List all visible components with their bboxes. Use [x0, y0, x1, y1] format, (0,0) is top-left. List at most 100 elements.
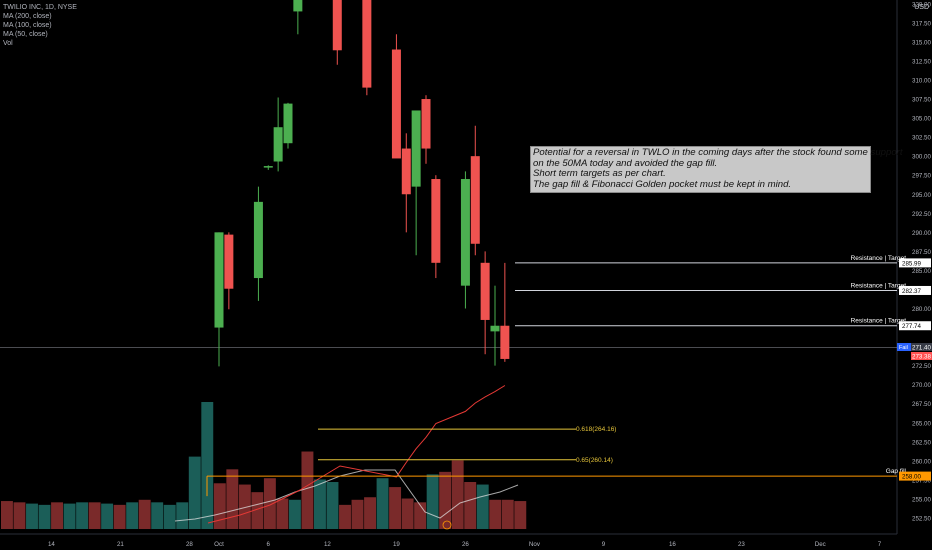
- volume-bar: [51, 502, 63, 529]
- y-tick-label: 305.00: [912, 116, 931, 123]
- x-tick-label: 19: [393, 541, 400, 548]
- volume-bar: [163, 504, 176, 529]
- price-tag-label: 277.74: [902, 323, 921, 330]
- candle-body: [401, 148, 411, 195]
- y-tick-label: 270.00: [912, 382, 931, 389]
- ma50-line: [207, 385, 506, 524]
- x-tick-label: Nov: [529, 541, 541, 548]
- price-tag-label: 282.37: [902, 288, 921, 295]
- candle-body: [273, 127, 283, 162]
- legend-ma200: MA (200, close): [3, 13, 52, 20]
- volume-bar: [439, 471, 452, 529]
- volume-bar: [151, 502, 164, 529]
- candle-body: [362, 0, 372, 88]
- price-tag-bg: [899, 285, 931, 295]
- y-tick-label: 310.00: [912, 77, 931, 84]
- y-tick-label: 267.50: [912, 401, 931, 408]
- y-tick-label: 315.00: [912, 39, 931, 46]
- candle-body: [470, 156, 480, 244]
- candle-body: [421, 99, 431, 149]
- volume-bar: [1, 501, 13, 529]
- y-tick-label: 287.50: [912, 249, 931, 256]
- candle-body: [431, 179, 441, 263]
- y-tick-label: 292.50: [912, 211, 931, 218]
- x-tick-label: Dec: [815, 541, 826, 548]
- volume-bar: [314, 479, 326, 529]
- volume-bar: [13, 502, 26, 529]
- candle-body: [500, 325, 510, 359]
- volume-bar: [126, 502, 139, 529]
- x-tick-label: 16: [669, 541, 676, 548]
- volume-bar: [514, 501, 527, 529]
- resistance-label: Resistance | Target: [851, 318, 907, 325]
- x-tick-label: 6: [267, 541, 271, 548]
- y-tick-label: 300.00: [912, 154, 931, 161]
- fib-label: 0.618(264.16): [576, 426, 616, 433]
- fib-label: 0.65(260.14): [576, 457, 613, 464]
- price-tag-bg: [899, 321, 931, 331]
- x-tick-label: 7: [878, 541, 882, 548]
- note-line: Short term targets as per chart.: [533, 168, 666, 180]
- y-tick-label: 302.50: [912, 135, 931, 142]
- volume-bar: [476, 484, 489, 529]
- x-tick-label: 12: [324, 541, 331, 548]
- candle-body: [283, 103, 293, 144]
- y-tick-label: 317.50: [912, 20, 931, 27]
- y-tick-label: 320.00: [912, 1, 931, 8]
- x-tick-label: 14: [48, 541, 55, 548]
- volume-bar: [351, 499, 364, 529]
- volume-bar: [88, 502, 101, 529]
- y-tick-label: 280.00: [912, 306, 931, 313]
- y-tick-label: 312.50: [912, 58, 931, 65]
- volume-bar: [376, 478, 389, 529]
- last-price-label: 273.38: [912, 354, 931, 361]
- price-tag-bg: [899, 258, 931, 268]
- analysis-note[interactable]: Potential for a reversal in TWLO in the …: [530, 146, 903, 194]
- x-tick-label: 23: [738, 541, 745, 548]
- y-tick-label: 252.50: [912, 516, 931, 523]
- x-tick-label: 21: [117, 541, 124, 548]
- candle-body: [253, 201, 263, 279]
- symbol-value-bg: [911, 343, 932, 351]
- y-tick-label: 257.50: [912, 477, 931, 484]
- volume-bar: [489, 499, 502, 529]
- x-tick-label: Oct: [214, 541, 224, 548]
- candle-body: [224, 234, 234, 289]
- volume-bar: [238, 484, 251, 529]
- volume-bar: [63, 503, 76, 529]
- note-line: The gap fill & Fibonacci Golden pocket m…: [533, 178, 792, 190]
- volume-bar: [113, 504, 126, 529]
- volume-bar: [339, 504, 351, 529]
- resistance-label: Resistance | Target: [851, 255, 907, 262]
- y-tick-label: 265.00: [912, 420, 931, 427]
- legend-ma50: MA (50, close): [3, 31, 48, 38]
- currency-label[interactable]: USD: [914, 4, 929, 11]
- volume-bar: [364, 497, 376, 529]
- volume-bar: [414, 502, 427, 529]
- candle-body: [214, 232, 224, 328]
- candle-body: [332, 0, 342, 51]
- volume-bar: [176, 502, 189, 529]
- y-tick-label: 295.00: [912, 192, 931, 199]
- y-tick-label: 255.00: [912, 496, 931, 503]
- volume-bar: [301, 451, 314, 529]
- volume-bar: [401, 498, 414, 529]
- resistance-label: Resistance | Target: [851, 282, 907, 289]
- volume-bar: [451, 460, 464, 529]
- volume-bar: [501, 499, 514, 529]
- volume-bar: [38, 504, 51, 529]
- volume-bar: [201, 402, 214, 529]
- volume-bar: [26, 503, 38, 529]
- volume-bar: [138, 499, 151, 529]
- volume-bar: [389, 487, 402, 529]
- x-tick-label: 28: [186, 541, 193, 548]
- legend-vol: Vol: [3, 40, 13, 47]
- volume-bar: [464, 482, 477, 529]
- chart-legend: TWILIO INC, 1D, NYSE MA (200, close) MA …: [3, 3, 77, 48]
- y-tick-label: 260.00: [912, 458, 931, 465]
- candle-body: [490, 325, 500, 332]
- symbol-tag-label: Fail: [899, 345, 908, 351]
- volume-bar: [251, 492, 264, 529]
- volume-bar: [76, 502, 89, 529]
